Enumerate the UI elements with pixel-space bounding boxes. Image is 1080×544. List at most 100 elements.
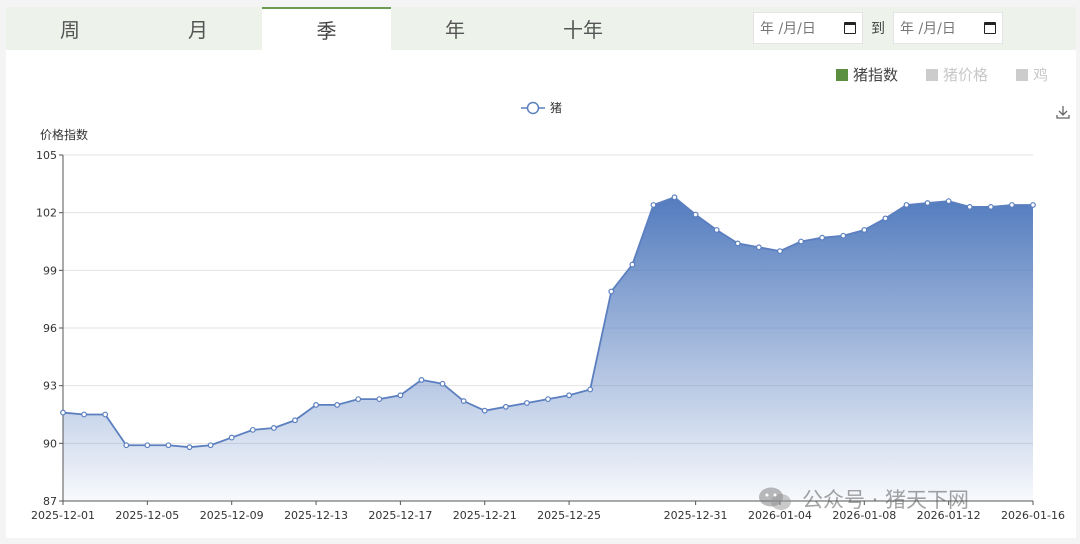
data-point bbox=[692, 211, 699, 218]
data-point bbox=[460, 398, 467, 404]
tab-month[interactable]: 月 bbox=[188, 18, 208, 42]
calendar-icon[interactable] bbox=[984, 22, 996, 34]
y-tick-label: 99 bbox=[43, 264, 57, 277]
data-point bbox=[60, 409, 66, 416]
data-point bbox=[249, 426, 256, 433]
data-point bbox=[102, 411, 109, 418]
data-point bbox=[650, 202, 657, 208]
data-point bbox=[734, 240, 741, 247]
data-point bbox=[313, 401, 319, 408]
legend-label: 猪指数 bbox=[853, 66, 899, 84]
legend-swatch bbox=[836, 68, 848, 81]
data-point bbox=[334, 401, 341, 408]
data-point bbox=[713, 227, 720, 233]
series-legend[interactable]: 猪 bbox=[521, 101, 562, 115]
y-axis-label: 价格指数 bbox=[40, 127, 88, 142]
end-date-field[interactable]: 年 /月/日 bbox=[893, 12, 1003, 44]
x-tick-label: 2025-12-05 bbox=[115, 509, 179, 522]
data-point bbox=[524, 400, 530, 406]
data-point bbox=[671, 194, 678, 201]
data-point bbox=[418, 377, 425, 383]
wechat-icon bbox=[759, 487, 791, 510]
data-point bbox=[207, 442, 214, 449]
x-tick-label: 2025-12-17 bbox=[368, 509, 432, 522]
legend-label: 鸡 bbox=[1033, 66, 1049, 84]
data-point bbox=[861, 227, 868, 233]
data-point bbox=[882, 215, 889, 222]
x-tick-label: 2026-01-04 bbox=[748, 509, 812, 522]
y-tick-label: 93 bbox=[43, 380, 57, 393]
y-tick-label: 102 bbox=[36, 207, 57, 220]
data-point bbox=[1030, 202, 1036, 208]
x-tick-label: 2025-12-01 bbox=[31, 509, 95, 522]
data-point bbox=[777, 248, 783, 255]
date-range-to-label: 到 bbox=[871, 21, 885, 37]
x-tick-label: 2025-12-21 bbox=[453, 509, 517, 522]
data-point bbox=[355, 396, 362, 403]
data-point bbox=[566, 392, 572, 399]
download-icon[interactable] bbox=[1055, 104, 1071, 120]
data-point bbox=[629, 261, 636, 268]
data-point bbox=[228, 434, 235, 441]
data-point bbox=[292, 417, 298, 424]
data-point bbox=[819, 234, 826, 241]
data-point bbox=[165, 442, 172, 449]
metric-legend-chicken[interactable]: 鸡 bbox=[1016, 64, 1048, 85]
y-tick-label: 105 bbox=[36, 149, 57, 162]
data-point bbox=[945, 198, 952, 205]
data-point bbox=[608, 288, 615, 295]
metric-legend-pig-price[interactable]: 猪价格 bbox=[926, 64, 988, 85]
legend-label: 猪价格 bbox=[943, 66, 989, 84]
data-point bbox=[755, 244, 762, 251]
data-point bbox=[587, 386, 594, 393]
data-point bbox=[270, 425, 277, 431]
data-point bbox=[502, 403, 509, 410]
end-date-placeholder: 年 /月/日 bbox=[900, 21, 956, 37]
series-area bbox=[63, 197, 1033, 502]
data-point bbox=[439, 380, 446, 387]
data-point bbox=[545, 396, 551, 403]
x-tick-label: 2025-12-25 bbox=[537, 509, 601, 522]
tab-week[interactable]: 周 bbox=[60, 18, 80, 42]
metric-legend-pig-index[interactable]: 猪指数 bbox=[836, 64, 898, 85]
y-tick-label: 90 bbox=[43, 437, 57, 450]
watermark: 公众号 · 猪天下网 bbox=[758, 484, 969, 514]
calendar-icon[interactable] bbox=[844, 22, 856, 34]
x-tick-label: 2026-01-12 bbox=[917, 509, 981, 522]
data-point bbox=[987, 203, 994, 210]
data-point bbox=[123, 442, 130, 449]
x-tick-label: 2026-01-16 bbox=[1001, 509, 1065, 522]
y-tick-label: 87 bbox=[43, 495, 57, 508]
legend-series-label: 猪 bbox=[550, 101, 562, 115]
data-points bbox=[60, 194, 1036, 451]
data-point bbox=[376, 396, 383, 403]
data-point bbox=[1009, 202, 1015, 208]
data-point bbox=[144, 442, 151, 449]
data-point bbox=[798, 238, 804, 245]
data-point bbox=[81, 411, 87, 418]
tab-decade[interactable]: 十年 bbox=[563, 18, 603, 42]
legend-swatch bbox=[926, 68, 938, 81]
start-date-field[interactable]: 年 /月/日 bbox=[753, 12, 863, 44]
data-point bbox=[903, 202, 910, 208]
tab-quarter[interactable]: 季 bbox=[262, 7, 391, 50]
y-tick-label: 96 bbox=[43, 322, 57, 335]
start-date-placeholder: 年 /月/日 bbox=[760, 21, 816, 37]
legend-marker bbox=[526, 101, 540, 115]
data-point bbox=[966, 203, 973, 210]
legend-swatch bbox=[1016, 68, 1028, 81]
data-point bbox=[840, 232, 847, 239]
tab-year[interactable]: 年 bbox=[445, 18, 465, 42]
area-fill bbox=[63, 197, 1033, 502]
data-point bbox=[924, 200, 931, 206]
x-tick-label: 2026-01-08 bbox=[832, 509, 896, 522]
axes: 87 90 93 96 99 102 105 2025-12-01 2025-12-05 2025… bbox=[31, 149, 1065, 522]
data-point bbox=[186, 444, 193, 451]
watermark-text: 公众号 · 猪天下网 bbox=[802, 488, 970, 512]
x-tick-label: 2025-12-09 bbox=[200, 509, 264, 522]
x-tick-label: 2025-12-13 bbox=[284, 509, 348, 522]
x-tick-label: 2025-12-31 bbox=[664, 509, 728, 522]
data-point bbox=[481, 407, 488, 414]
